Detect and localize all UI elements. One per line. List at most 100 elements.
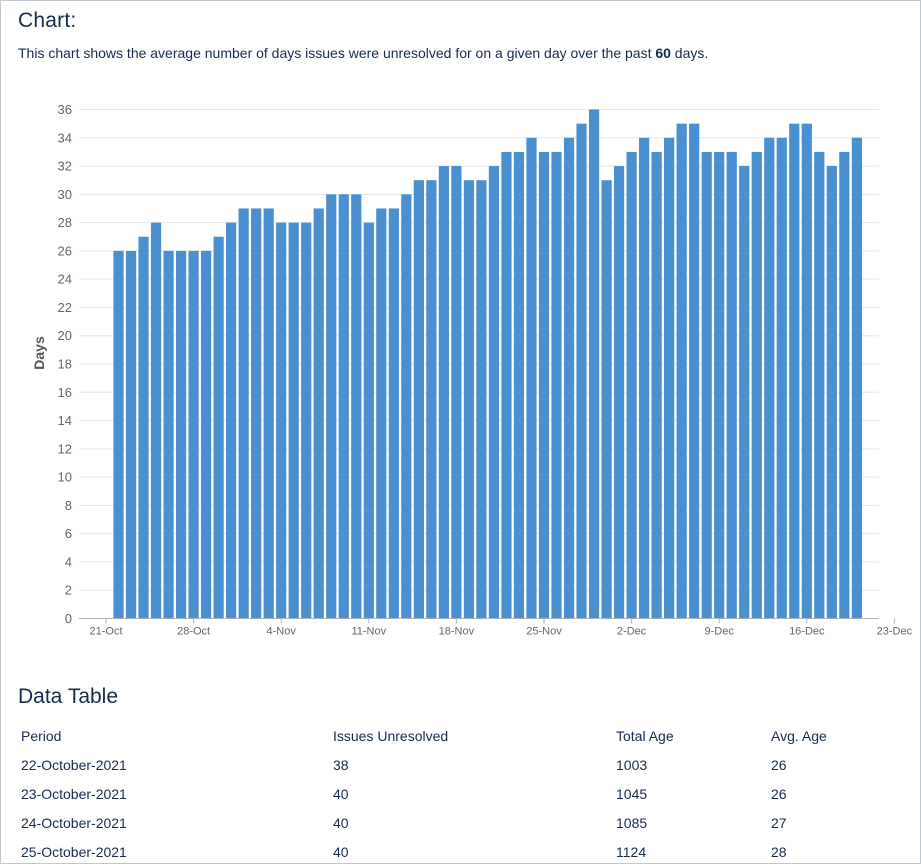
bar[interactable] (701, 151, 712, 619)
bar[interactable] (588, 109, 600, 619)
bar[interactable] (726, 151, 737, 619)
bar[interactable] (651, 151, 662, 619)
bar[interactable] (125, 250, 137, 619)
bar[interactable] (376, 208, 387, 619)
bar[interactable] (789, 123, 800, 619)
y-tick-label: 36 (58, 102, 72, 117)
bar[interactable] (776, 137, 787, 619)
cell-issues-unresolved: 40 (333, 785, 349, 802)
x-tick-label: 23-Dec (877, 626, 913, 638)
bar[interactable] (201, 250, 212, 619)
bar[interactable] (851, 137, 862, 619)
cell-total-age: 1003 (616, 756, 648, 773)
bar[interactable] (150, 222, 162, 619)
bar[interactable] (739, 166, 750, 619)
bar[interactable] (676, 123, 687, 619)
bar[interactable] (764, 137, 775, 619)
bar[interactable] (251, 208, 262, 619)
x-tick-label: 28-Oct (177, 626, 210, 638)
bar[interactable] (814, 151, 825, 619)
description-suffix: days. (670, 45, 709, 61)
bar[interactable] (538, 151, 550, 619)
cell-total-age: 1045 (616, 785, 648, 802)
cell-period: 22-October-2021 (21, 756, 127, 773)
cell-period: 23-October-2021 (21, 785, 127, 802)
bar[interactable] (689, 123, 700, 619)
y-tick-label: 34 (58, 130, 72, 145)
bar[interactable] (163, 250, 174, 619)
bar[interactable] (826, 166, 837, 619)
bar[interactable] (563, 137, 575, 619)
bar[interactable] (388, 208, 399, 619)
bar[interactable] (401, 194, 412, 619)
bar[interactable] (438, 166, 449, 619)
bar[interactable] (301, 222, 312, 619)
bar[interactable] (313, 208, 324, 619)
table-heading: Data Table (18, 685, 119, 708)
y-tick-label: 26 (58, 243, 72, 258)
bar[interactable] (801, 123, 812, 619)
bar[interactable] (288, 222, 299, 619)
bar[interactable] (551, 151, 562, 619)
bar[interactable] (413, 180, 424, 619)
cell-avg-age: 26 (771, 756, 787, 773)
bar[interactable] (276, 222, 287, 619)
bar[interactable] (751, 151, 762, 619)
y-tick-label: 14 (58, 413, 72, 428)
bar[interactable] (226, 222, 237, 619)
bar[interactable] (188, 250, 199, 619)
bar[interactable] (613, 166, 625, 619)
cell-avg-age: 28 (771, 843, 787, 860)
bar[interactable] (175, 250, 187, 619)
bar[interactable] (501, 151, 512, 619)
bar[interactable] (526, 137, 537, 619)
bar[interactable] (714, 151, 725, 619)
cell-issues-unresolved: 40 (333, 814, 349, 831)
bar[interactable] (113, 250, 124, 619)
y-tick-label: 8 (65, 498, 72, 513)
bar[interactable] (326, 194, 337, 619)
bar[interactable] (426, 180, 437, 619)
y-tick-label: 28 (58, 215, 72, 230)
y-tick-label: 16 (58, 385, 72, 400)
chart-description: This chart shows the average number of d… (18, 45, 708, 61)
table-header-row: Period Issues Unresolved Total Age Avg. … (21, 721, 871, 750)
header-avg-age: Avg. Age (771, 727, 827, 744)
bar[interactable] (639, 137, 650, 619)
x-axis-ticks: 21-Oct 28-Oct 4-Nov 11-Nov 18-Nov 25-Nov 2-Dec… (89, 618, 913, 638)
bar[interactable] (451, 166, 462, 619)
bar[interactable] (601, 180, 612, 619)
bar[interactable] (576, 123, 587, 619)
table-row: 24-October-2021 40 1085 27 (21, 808, 871, 837)
bar[interactable] (263, 208, 274, 619)
y-tick-label: 18 (58, 357, 72, 372)
x-tick-label: 25-Nov (526, 626, 562, 638)
x-tick-label: 16-Dec (789, 626, 825, 638)
y-tick-label: 4 (65, 554, 72, 569)
cell-total-age: 1085 (616, 814, 648, 831)
y-tick-label: 24 (58, 272, 72, 287)
x-tick-label: 18-Nov (439, 626, 475, 638)
bar[interactable] (488, 166, 500, 619)
header-issues-unresolved: Issues Unresolved (333, 727, 449, 744)
bar[interactable] (238, 208, 249, 619)
bar[interactable] (213, 236, 224, 619)
header-period: Period (21, 727, 62, 744)
bar[interactable] (338, 194, 349, 619)
y-tick-label: 6 (65, 526, 72, 541)
bar[interactable] (363, 222, 374, 619)
bar[interactable] (351, 194, 362, 619)
bar[interactable] (463, 180, 475, 619)
bar[interactable] (476, 180, 487, 619)
header-total-age: Total Age (616, 727, 674, 744)
bar[interactable] (664, 137, 675, 619)
bar[interactable] (626, 151, 637, 619)
y-tick-label: 20 (58, 328, 72, 343)
x-tick-label: 11-Nov (351, 626, 386, 638)
bar[interactable] (513, 151, 525, 619)
data-table: Period Issues Unresolved Total Age Avg. … (21, 721, 871, 866)
bar[interactable] (839, 151, 850, 619)
x-tick-label: 2-Dec (617, 626, 647, 638)
bar[interactable] (138, 236, 149, 619)
